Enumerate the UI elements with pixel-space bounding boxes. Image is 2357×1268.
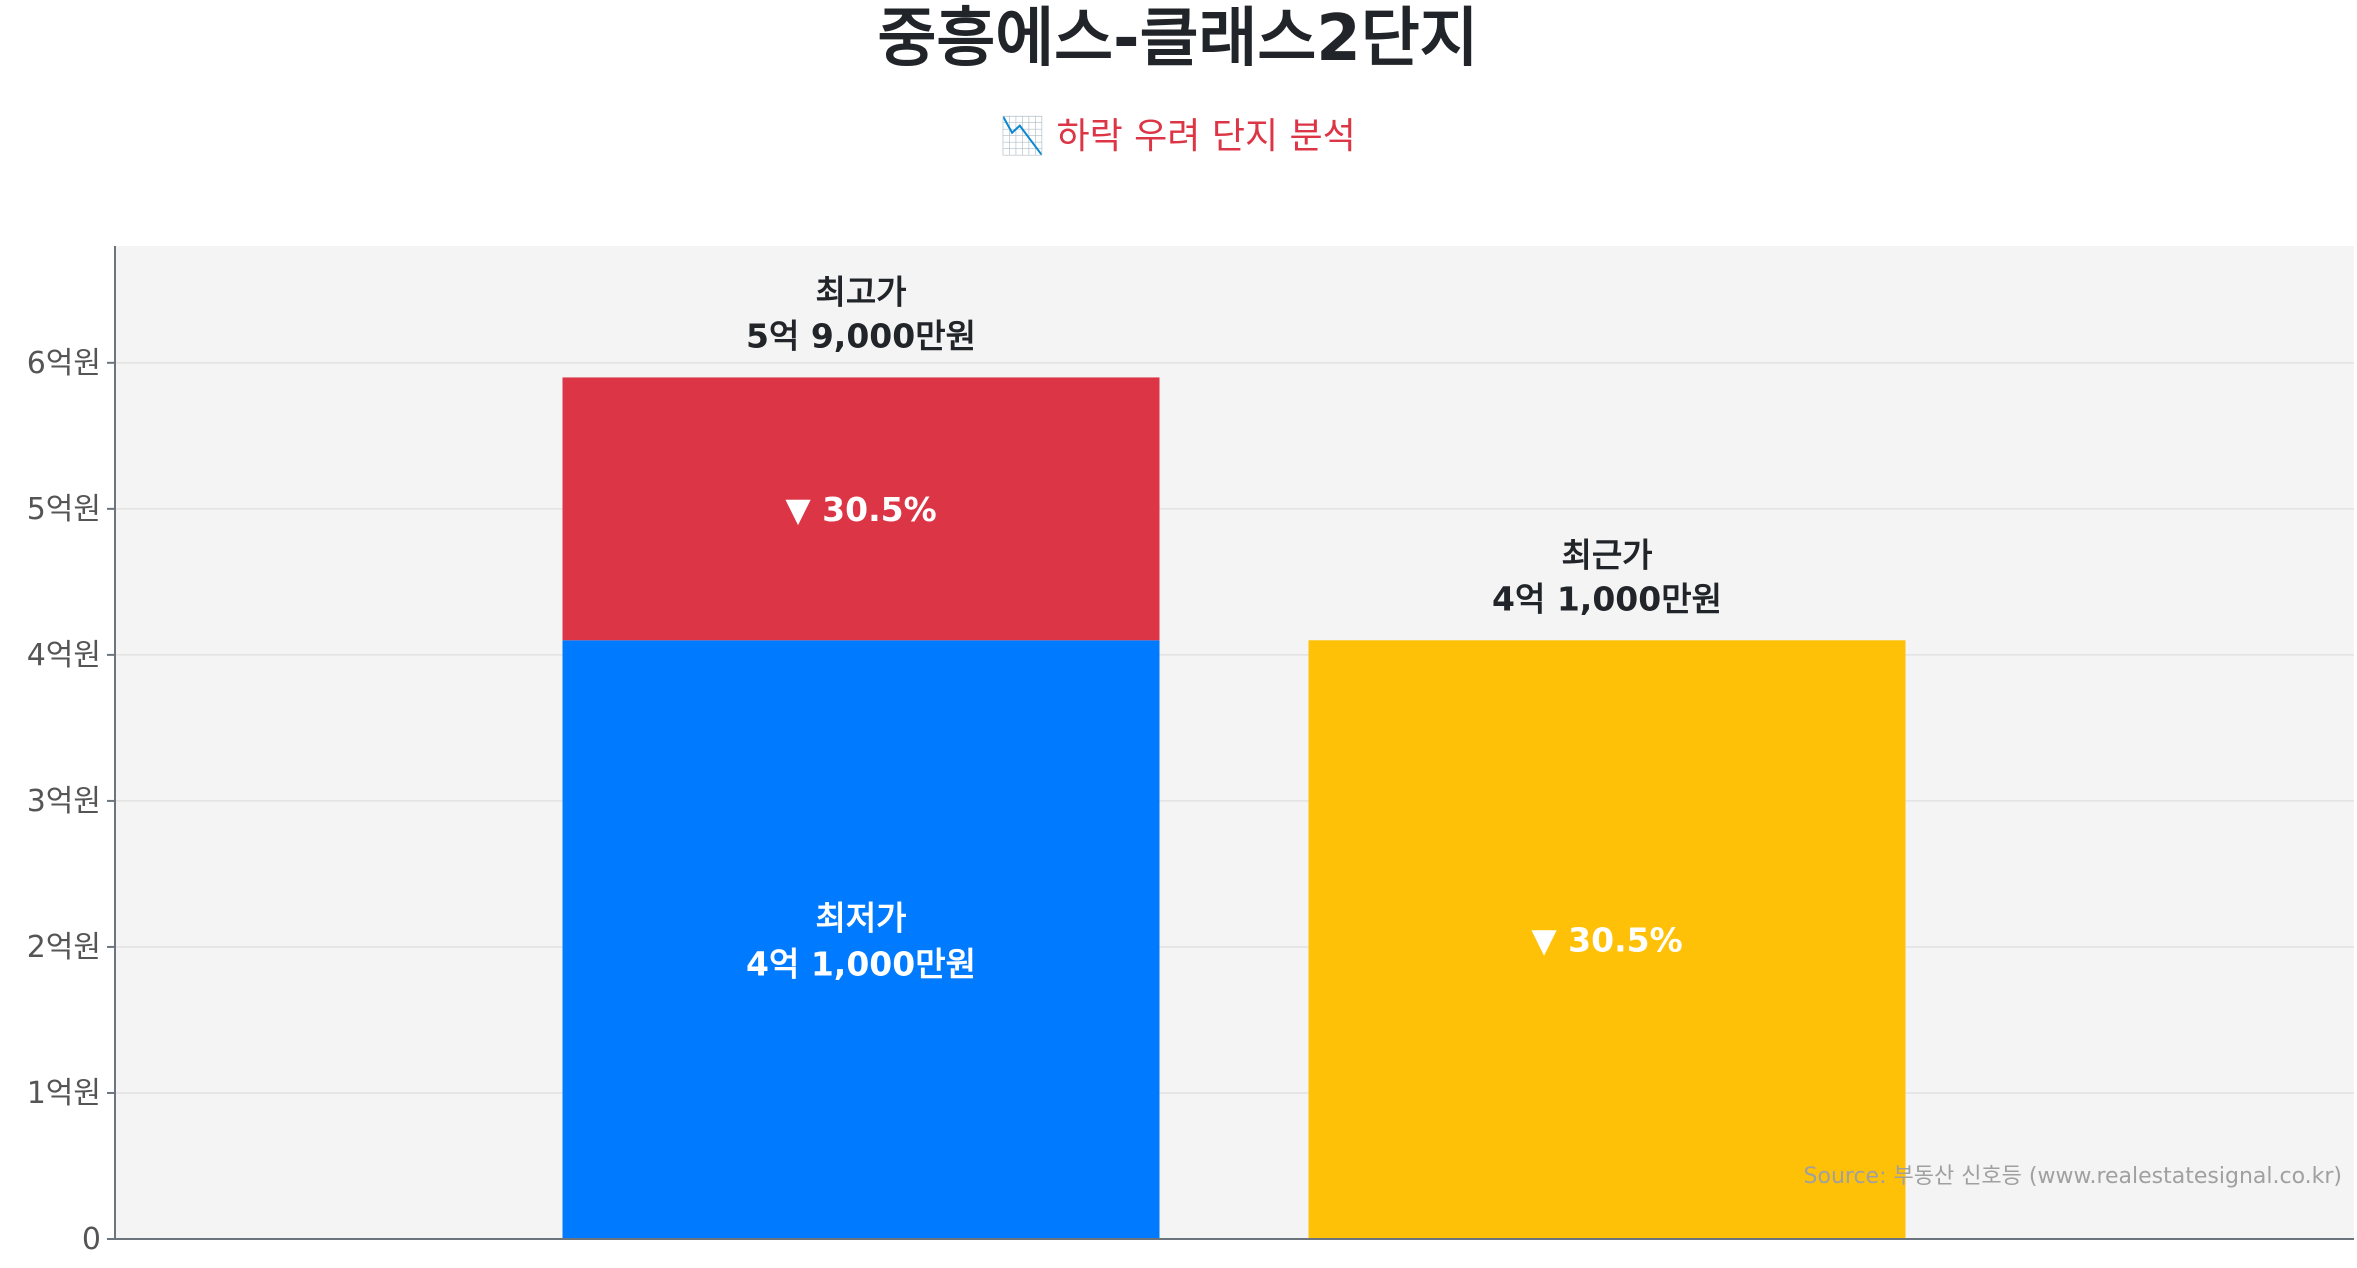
y-tick-label: 4억원 xyxy=(27,638,101,673)
y-tick-label: 5억원 xyxy=(27,492,101,527)
bar-top-label: 최고가 xyxy=(815,272,906,311)
bar-최저가 xyxy=(562,640,1160,1239)
bar-최근가 xyxy=(1308,640,1906,1239)
change-label: ▼ 30.5% xyxy=(785,490,936,529)
y-tick-label: 0 xyxy=(82,1222,101,1257)
y-tick-label: 6억원 xyxy=(27,346,101,381)
bar-top-label: 최근가 xyxy=(1561,535,1652,574)
chart-subtitle: 📉 하락 우려 단지 분석 xyxy=(1000,115,1356,157)
bar-segment-최고가 xyxy=(562,377,1160,641)
y-tick-label: 1억원 xyxy=(27,1076,101,1111)
change-label: ▼ 30.5% xyxy=(1531,921,1682,960)
y-tick-label: 3억원 xyxy=(27,784,101,819)
gridlines xyxy=(115,362,2354,1094)
y-axis-ticks: 0 1억원 2억원 3억원 4억원 5억원 6억원 xyxy=(27,346,115,1257)
bar-top-value: 4억 1,000만원 xyxy=(1492,579,1722,618)
bar-inner-value: 4억 1,000만원 xyxy=(746,945,976,984)
source-note: Source: 부동산 신호등 (www.realestatesignal.co… xyxy=(1804,1164,2342,1189)
y-tick-label: 2억원 xyxy=(27,930,101,965)
bar-top-value: 5억 9,000만원 xyxy=(746,316,976,355)
bar-inner-label: 최저가 xyxy=(815,899,906,938)
chart-title: 중흥에스-클래스2단지 xyxy=(877,2,1478,76)
plot-area xyxy=(115,246,2354,1239)
